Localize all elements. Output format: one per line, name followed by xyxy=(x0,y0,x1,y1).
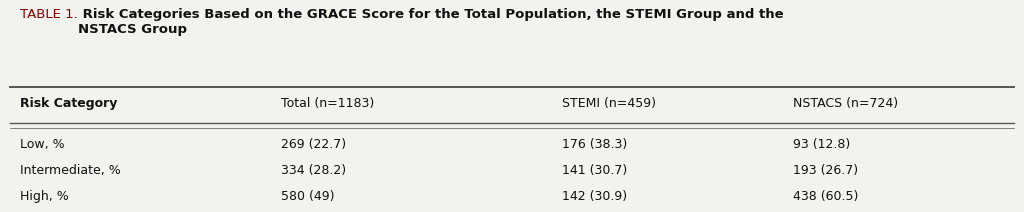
Text: STEMI (n=459): STEMI (n=459) xyxy=(562,97,656,110)
Text: 142 (30.9): 142 (30.9) xyxy=(562,190,628,204)
Text: Intermediate, %: Intermediate, % xyxy=(20,164,121,177)
Text: Risk Categories Based on the GRACE Score for the Total Population, the STEMI Gro: Risk Categories Based on the GRACE Score… xyxy=(79,8,784,36)
Text: Total (n=1183): Total (n=1183) xyxy=(282,97,375,110)
Text: 269 (22.7): 269 (22.7) xyxy=(282,138,346,151)
Text: NSTACS (n=724): NSTACS (n=724) xyxy=(793,97,898,110)
Text: Risk Category: Risk Category xyxy=(20,97,118,110)
Text: 438 (60.5): 438 (60.5) xyxy=(793,190,858,204)
Text: 176 (38.3): 176 (38.3) xyxy=(562,138,628,151)
Text: 193 (26.7): 193 (26.7) xyxy=(793,164,858,177)
Text: 93 (12.8): 93 (12.8) xyxy=(793,138,850,151)
Text: TABLE 1.: TABLE 1. xyxy=(20,8,78,21)
Text: Low, %: Low, % xyxy=(20,138,65,151)
Text: 580 (49): 580 (49) xyxy=(282,190,335,204)
Text: 334 (28.2): 334 (28.2) xyxy=(282,164,346,177)
Text: High, %: High, % xyxy=(20,190,69,204)
Text: 141 (30.7): 141 (30.7) xyxy=(562,164,628,177)
